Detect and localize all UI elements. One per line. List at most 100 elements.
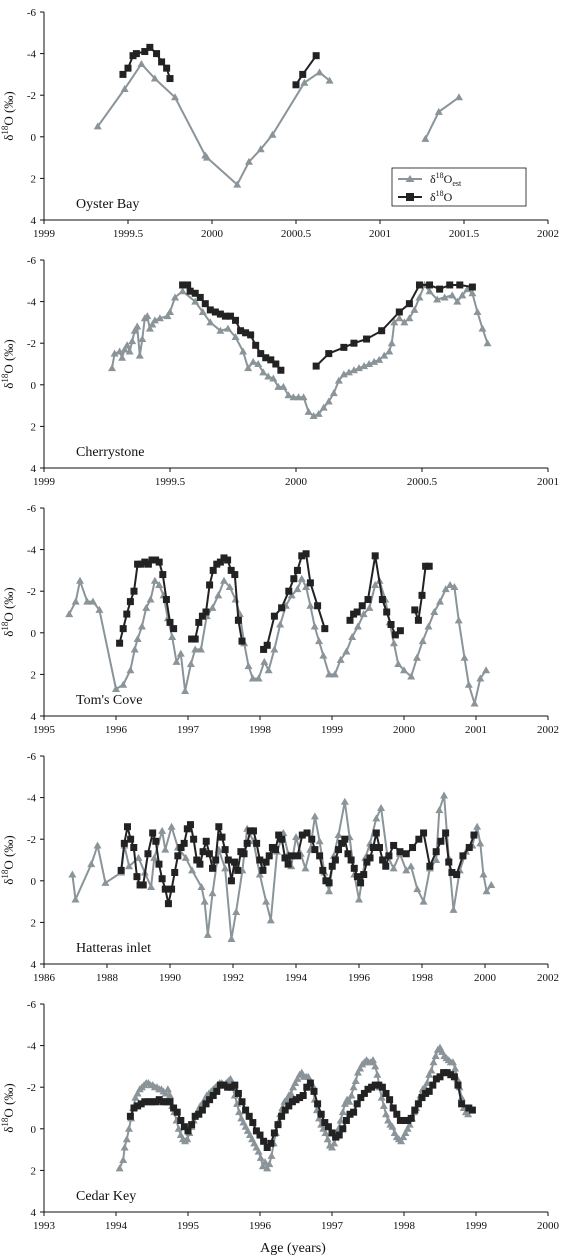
series-obs-point <box>391 631 399 639</box>
series-est-point <box>387 339 396 347</box>
x-tick-label: 1998 <box>393 1220 416 1232</box>
y-tick-label: 0 <box>31 876 37 888</box>
series-obs-point <box>364 596 372 604</box>
y-axis-title: δ18O (‰) <box>0 1083 16 1132</box>
series-obs-line <box>262 552 326 651</box>
y-tick-label: 2 <box>31 1165 37 1177</box>
series-obs-point <box>209 864 217 872</box>
x-tick-label: 2001 <box>369 228 391 240</box>
series-obs-point <box>134 1102 142 1110</box>
series-est-point <box>208 889 217 897</box>
series-obs-point <box>278 1112 286 1120</box>
series-est-point <box>470 699 479 707</box>
series-est-point <box>124 1124 133 1132</box>
series-obs-point <box>422 1089 430 1097</box>
series-obs-point <box>383 608 391 616</box>
series-obs-point <box>437 837 445 845</box>
series-obs-point <box>123 610 131 618</box>
series-obs-point <box>350 339 358 347</box>
x-tick-label: 2002 <box>537 724 559 736</box>
series-est-point <box>449 905 458 913</box>
series-est-point <box>148 320 157 328</box>
series-est-point <box>385 347 394 355</box>
series-est-point <box>161 1089 170 1097</box>
x-tick-label: 1995 <box>33 724 56 736</box>
series-est-point <box>133 322 142 330</box>
series-est-point <box>301 864 310 872</box>
series-est-point <box>458 291 467 299</box>
series-est-point <box>329 389 338 397</box>
series-obs-point <box>260 1137 268 1145</box>
series-est-point <box>220 576 228 584</box>
series-obs-point <box>308 835 316 843</box>
series-obs-point <box>278 604 286 612</box>
series-est-point <box>297 574 306 582</box>
series-est-point <box>200 897 209 905</box>
series-est-point <box>356 1064 365 1072</box>
series-est-point <box>155 314 164 322</box>
series-obs-point <box>267 1139 275 1147</box>
series-est-point <box>150 74 159 82</box>
series-est-point <box>394 660 403 667</box>
series-est-point <box>371 580 380 588</box>
series-obs-point <box>415 281 423 289</box>
series-obs-point <box>405 300 413 308</box>
series-obs-point <box>335 1131 343 1139</box>
y-tick-label: -2 <box>27 834 36 846</box>
series-est-point <box>399 1133 408 1141</box>
y-tick-label: 0 <box>31 132 37 144</box>
series-obs-point <box>346 1110 354 1118</box>
series-est-point <box>448 1058 457 1066</box>
series-obs-point <box>191 289 199 297</box>
series-obs-point <box>386 1096 394 1104</box>
series-obs-point <box>287 852 295 860</box>
series-est-point <box>319 403 328 411</box>
series-obs-point <box>242 1106 250 1114</box>
y-axis-title-sup: 18 <box>0 869 10 879</box>
series-est-point <box>186 660 195 667</box>
series-est-point <box>423 1079 432 1087</box>
y-tick-label: -2 <box>27 90 36 102</box>
series-est-point <box>244 157 253 165</box>
series-obs-point <box>453 871 461 879</box>
series-est-point <box>405 1120 414 1128</box>
y-tick-label: 0 <box>31 628 37 640</box>
series-est-point <box>325 670 334 678</box>
series-est-point <box>83 597 92 605</box>
series-est-point <box>309 412 318 419</box>
series-est-point <box>427 1066 436 1074</box>
series-obs-point <box>448 868 456 876</box>
series-est-point <box>256 1153 265 1161</box>
series-obs-point <box>418 591 426 599</box>
series-est-point <box>122 1135 131 1143</box>
series-obs-point <box>171 868 179 876</box>
series-est-point <box>227 935 236 943</box>
series-est-point <box>382 1110 390 1118</box>
series-est-point <box>371 1062 380 1070</box>
series-obs-point <box>119 625 127 633</box>
series-est-point <box>425 287 434 295</box>
panel-title: Tom's Cove <box>76 693 143 708</box>
series-obs-point <box>170 625 178 633</box>
series-est-point <box>208 603 217 611</box>
series-est-point <box>248 674 257 682</box>
series-obs-point <box>141 1098 149 1106</box>
series-est-point <box>291 1079 300 1087</box>
series-obs-point <box>240 850 248 858</box>
series-obs-point <box>141 48 149 56</box>
series-est-point <box>142 603 151 611</box>
series-obs-point <box>341 835 349 843</box>
series-obs-point <box>432 848 440 856</box>
series-obs-point <box>285 1102 293 1110</box>
series-obs-point <box>369 844 377 852</box>
series-obs-point <box>270 612 278 620</box>
series-obs-point <box>350 864 358 872</box>
series-obs-point <box>402 850 410 858</box>
x-tick-label: 1996 <box>348 972 371 984</box>
series-obs-point <box>133 873 141 881</box>
series-obs-point <box>206 306 214 314</box>
series-obs-point <box>353 873 361 881</box>
series-est-point <box>336 655 345 663</box>
series-est-point <box>330 1139 339 1147</box>
series-est-point <box>174 1124 183 1132</box>
